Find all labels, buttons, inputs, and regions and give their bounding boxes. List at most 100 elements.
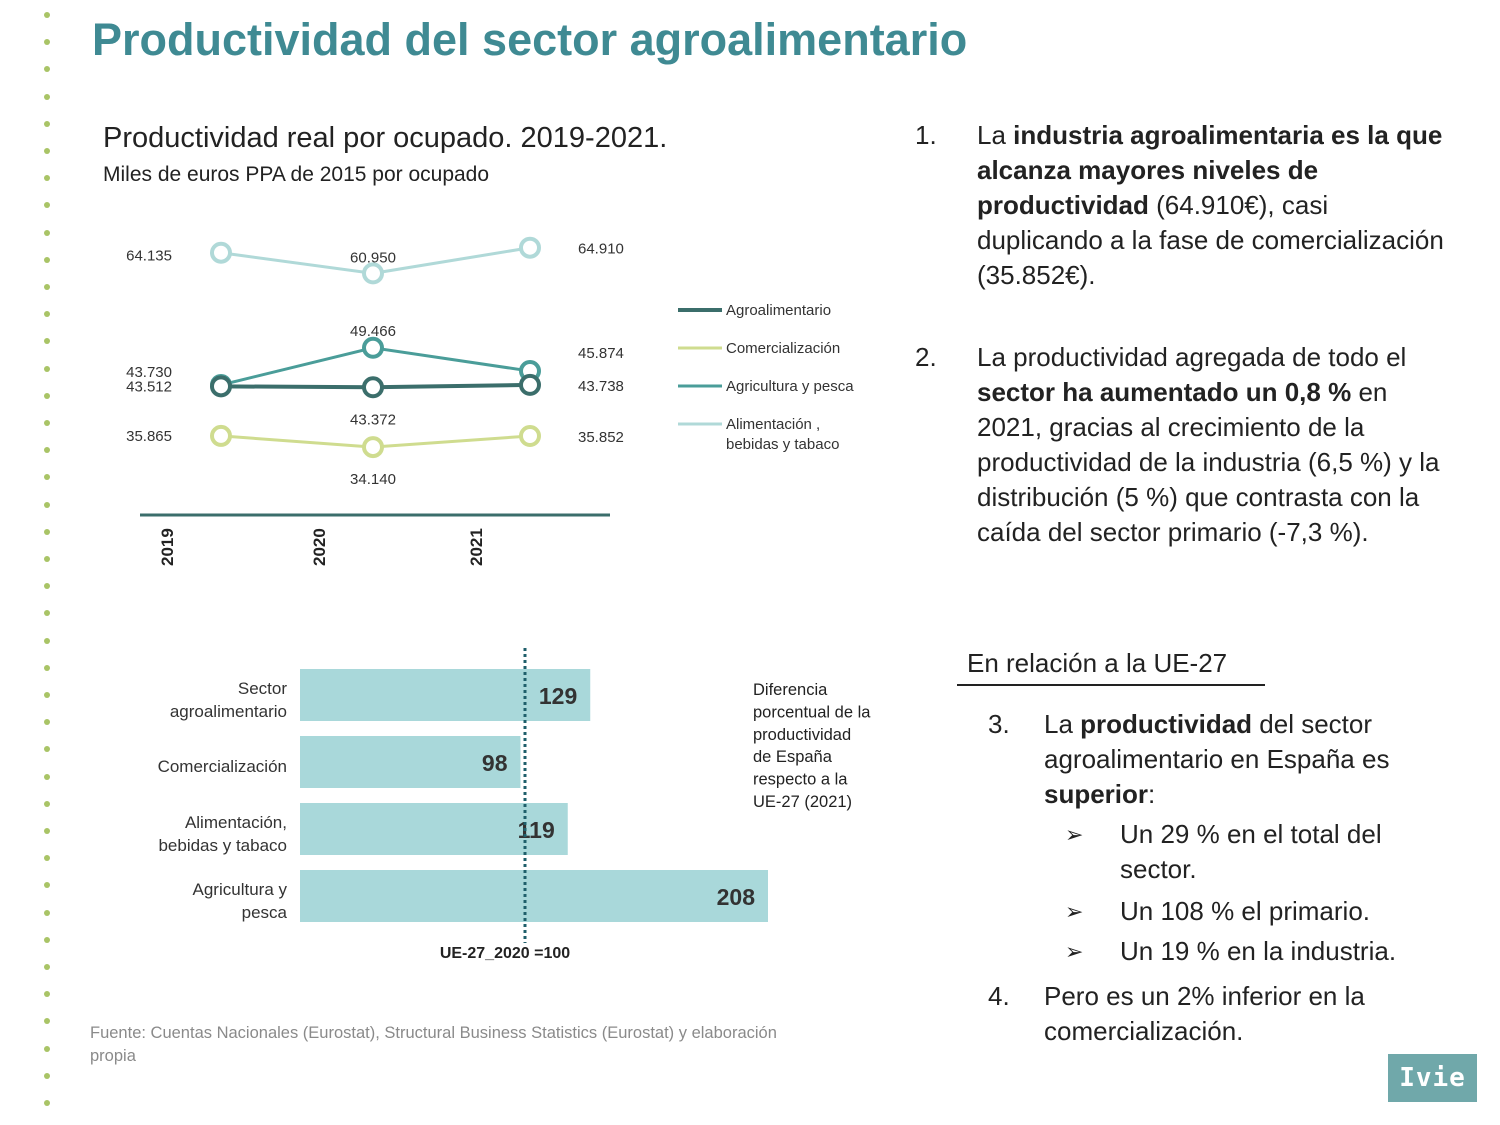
border-dot [44,583,50,590]
data-point [362,336,384,359]
decorative-dot-border [44,12,52,1117]
data-point [210,241,232,264]
x-tick-label: 2021 [467,528,486,566]
data-label: 64.135 [126,248,172,265]
chart-note: porcentual de la [753,703,871,721]
border-dot [44,39,50,46]
border-dot [44,365,50,372]
border-dot [44,692,50,698]
data-label: 49.466 [350,323,396,340]
border-dot [44,1100,50,1106]
key-points-column: 1. La industria agroalimentaria es la qu… [910,0,1470,1125]
bar-value-label: 119 [518,817,555,843]
key-point-number: 2. [915,342,937,372]
border-dot [44,964,50,970]
border-dot [44,12,50,18]
data-label: 60.950 [350,249,396,266]
key-point-number: 4. [988,981,1010,1011]
data-point [362,262,384,285]
category-label: Comercialización [158,757,287,776]
chart-note: respecto a la [753,771,848,789]
border-dot [44,610,50,617]
border-dot [44,1018,50,1025]
chart-note: productividad [753,726,851,744]
border-dot [44,66,50,73]
border-dot [44,719,50,726]
category-label: agroalimentario [170,702,287,721]
source-note: Fuente: Cuentas Nacionales (Eurostat), S… [90,1024,777,1065]
data-point [210,424,232,447]
data-label: 35.852 [578,429,624,446]
bar-value-label: 208 [717,884,756,910]
border-dot [44,501,50,508]
border-dot [44,311,50,318]
data-label: 43.372 [350,411,396,428]
bar [300,870,768,922]
legend-label: Agricultura y pesca [726,378,854,395]
border-dot [44,175,50,182]
border-dot [44,420,50,426]
border-dot [44,93,50,100]
data-label: 43.730 [126,364,172,381]
x-tick-label: 2019 [158,528,177,566]
border-dot [44,256,50,263]
category-label: bebidas y tabaco [158,836,287,855]
legend-label: Alimentación , [726,416,820,433]
category-label: Sector [238,679,287,698]
bullet-text: Un 29 % en el total del sector. [1120,819,1382,884]
productivity-line-chart: 2019 2020 2021 43.512 43.372 43.738 35.865 34.1… [126,236,854,566]
legend-label: Agroalimentario [726,302,831,319]
border-dot [44,148,50,154]
chart-note: de España [753,748,833,766]
border-dot [44,800,50,807]
data-label: 45.874 [578,345,624,362]
category-label: Agricultura y [193,880,288,899]
border-dot [44,855,50,862]
chart-note: Diferencia [753,681,828,699]
border-dot [44,202,50,209]
data-point [362,436,384,459]
bullet-text: Un 19 % en la industria. [1120,936,1397,966]
border-dot [44,528,50,535]
data-point [210,375,232,398]
key-point-text: La productividad del sector agroalimenta… [1044,709,1390,809]
reference-label: UE-27_2020 =100 [440,945,570,962]
data-point [519,424,541,447]
border-dot [44,664,50,671]
bullet-text: Un 108 % el primario. [1120,896,1370,926]
border-dot [44,1045,50,1052]
ivie-logo: Ivie [1388,1054,1477,1102]
border-dot [44,991,50,998]
bar-value-label: 98 [482,750,508,776]
key-point-text: La productividad agregada de todo el sec… [977,342,1440,547]
bar [300,736,521,788]
data-point [362,376,384,399]
border-dot [44,1072,50,1079]
bar [300,803,568,855]
bar-value-label: 129 [539,683,577,709]
border-dot [44,909,50,916]
legend-label: bebidas y tabaco [726,436,839,453]
data-label: 64.910 [578,241,624,258]
eu-comparison-bar-chart: 129 Sector agroalimentario 98 Comercializaci… [158,648,871,962]
key-point-text: La industria agroalimentaria es la que a… [977,120,1444,290]
border-dot [44,229,50,236]
arrow-bullet-icon: ➢ [1065,899,1084,924]
data-point [519,373,541,396]
border-dot [44,882,50,889]
border-dot [44,936,50,943]
border-dot [44,773,50,780]
ue27-section-heading: En relación a la UE-27 [957,646,1265,686]
data-label: 35.865 [126,428,172,445]
key-point-text: Pero es un 2% inferior en la comercializ… [1044,981,1365,1046]
legend-label: Comercialización [726,340,840,357]
line-chart-title: Productividad real por ocupado. 2019-202… [103,122,668,154]
arrow-bullet-icon: ➢ [1065,822,1084,847]
bar [300,669,591,721]
border-dot [44,392,50,399]
page-title: Productividad del sector agroalimentario [92,14,968,65]
chart-note: UE-27 (2021) [753,793,852,811]
border-dot [44,556,50,562]
category-label: pesca [242,903,288,922]
border-dot [44,474,50,481]
